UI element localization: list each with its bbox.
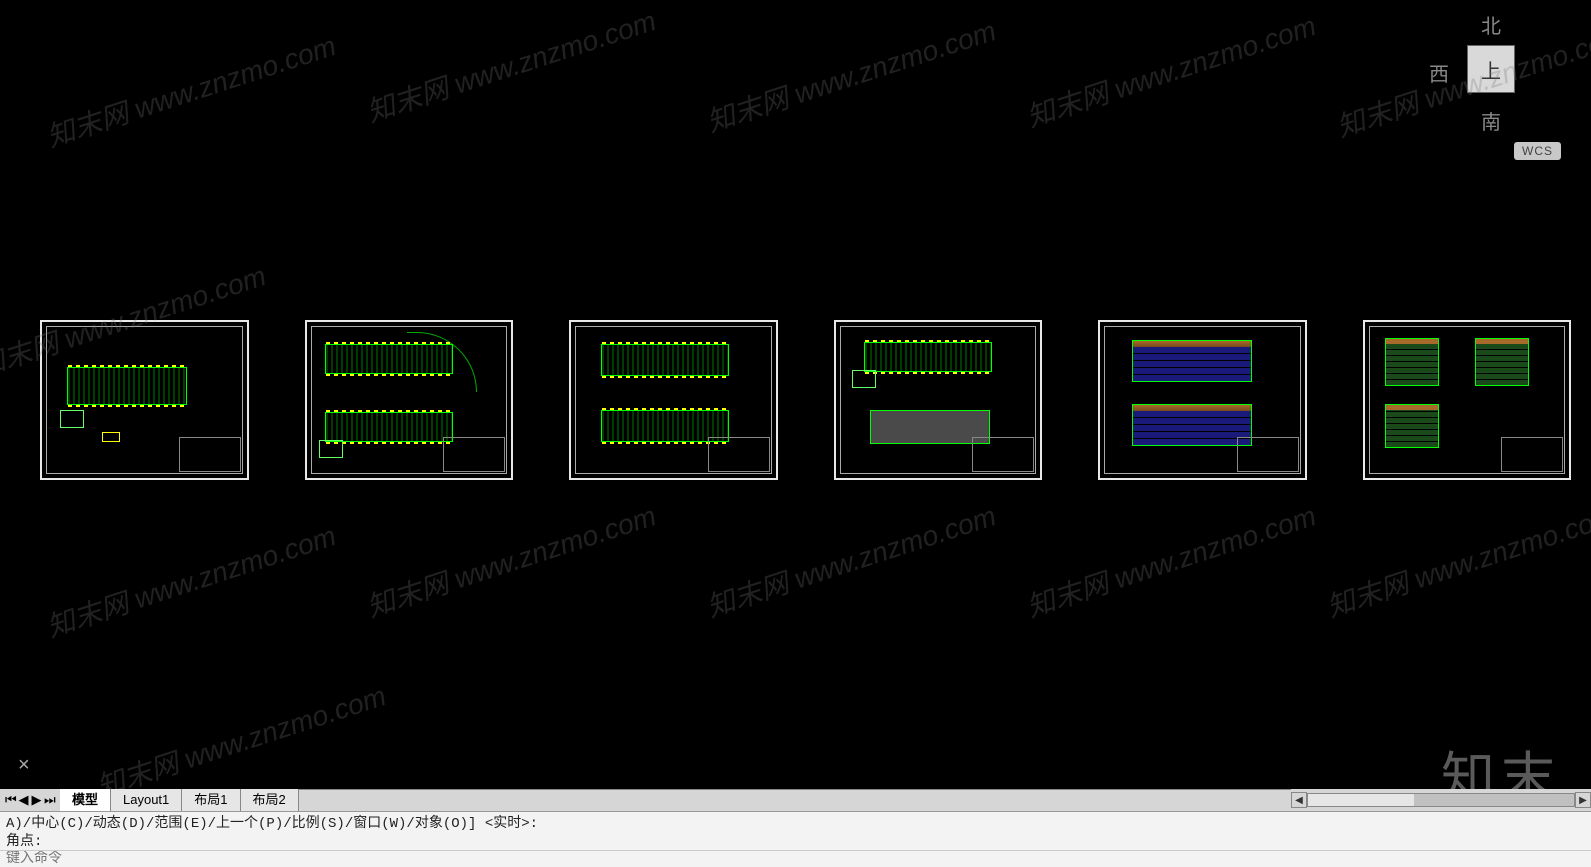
sheet-title-block (1237, 437, 1299, 472)
sheet-title-block (1501, 437, 1563, 472)
drawing-sheet[interactable] (1098, 320, 1307, 480)
watermark-text: 知末网 www.znzmo.com (41, 24, 340, 155)
watermark-text: 知末网 www.znzmo.com (701, 494, 1000, 625)
close-icon[interactable]: × (18, 754, 30, 777)
layout-tab[interactable]: Layout1 (111, 789, 182, 811)
viewcube-south-label: 南 (1481, 106, 1501, 135)
drawing-sheet[interactable] (305, 320, 514, 480)
command-line-area: A)/中心(C)/动态(D)/范围(E)/上一个(P)/比例(S)/窗口(W)/… (0, 811, 1591, 867)
scrollbar-thumb[interactable] (1308, 794, 1414, 806)
tab-nav-first-icon[interactable]: ⏮ (5, 792, 16, 808)
viewcube-west-label: 西 (1429, 58, 1449, 87)
scrollbar-track[interactable] (1307, 793, 1575, 807)
watermark-text: 知末网 www.znzmo.com (1021, 494, 1320, 625)
viewcube-top-face[interactable]: 上 (1467, 45, 1515, 93)
layout-tab[interactable]: 布局1 (182, 789, 240, 811)
scroll-right-icon[interactable]: ▶ (1575, 792, 1591, 808)
command-history-line: A)/中心(C)/动态(D)/范围(E)/上一个(P)/比例(S)/窗口(W)/… (0, 812, 1591, 830)
command-input[interactable] (6, 851, 1585, 867)
drawing-sheet[interactable] (569, 320, 778, 480)
layout-tab-strip: ⏮ ◀ ▶ ⏭ 模型Layout1布局1布局2 ◀ ▶ (0, 789, 1591, 811)
viewcube-north-label: 北 (1481, 10, 1501, 39)
tab-nav-last-icon[interactable]: ⏭ (44, 792, 55, 808)
drawing-sheet[interactable] (40, 320, 249, 480)
tab-strip-fill (299, 789, 1291, 811)
viewcube[interactable]: 北 西 南 上 WCS (1421, 10, 1561, 160)
horizontal-scrollbar[interactable]: ◀ ▶ (1291, 789, 1591, 811)
watermark-text: 知末网 www.znzmo.com (1321, 494, 1591, 625)
drawing-sheet[interactable] (834, 320, 1043, 480)
drawing-sheet[interactable] (1363, 320, 1572, 480)
layout-tab[interactable]: 布局2 (241, 789, 299, 811)
sheet-title-block (972, 437, 1034, 472)
watermark-text: 知末网 www.znzmo.com (361, 494, 660, 625)
layout-tab-nav: ⏮ ◀ ▶ ⏭ (0, 789, 60, 811)
sheet-title-block (443, 437, 505, 472)
scroll-left-icon[interactable]: ◀ (1291, 792, 1307, 808)
watermark-text: 知末网 www.znzmo.com (1021, 4, 1320, 135)
tab-nav-prev-icon[interactable]: ◀ (18, 792, 29, 808)
model-space-canvas[interactable]: 北 西 南 上 WCS (0, 0, 1591, 867)
sheet-title-block (179, 437, 241, 472)
watermark-text: 知末网 www.znzmo.com (91, 674, 390, 805)
command-prompt-line: 角点: (0, 830, 1591, 850)
sheet-title-block (708, 437, 770, 472)
layout-tabs: 模型Layout1布局1布局2 (60, 789, 299, 811)
wcs-badge[interactable]: WCS (1514, 142, 1561, 160)
watermark-text: 知末网 www.znzmo.com (701, 9, 1000, 140)
drawing-sheets-row (40, 320, 1571, 490)
tab-nav-next-icon[interactable]: ▶ (31, 792, 42, 808)
layout-tab[interactable]: 模型 (60, 789, 111, 811)
watermark-text: 知末网 www.znzmo.com (41, 514, 340, 645)
watermark-text: 知末网 www.znzmo.com (361, 0, 660, 131)
